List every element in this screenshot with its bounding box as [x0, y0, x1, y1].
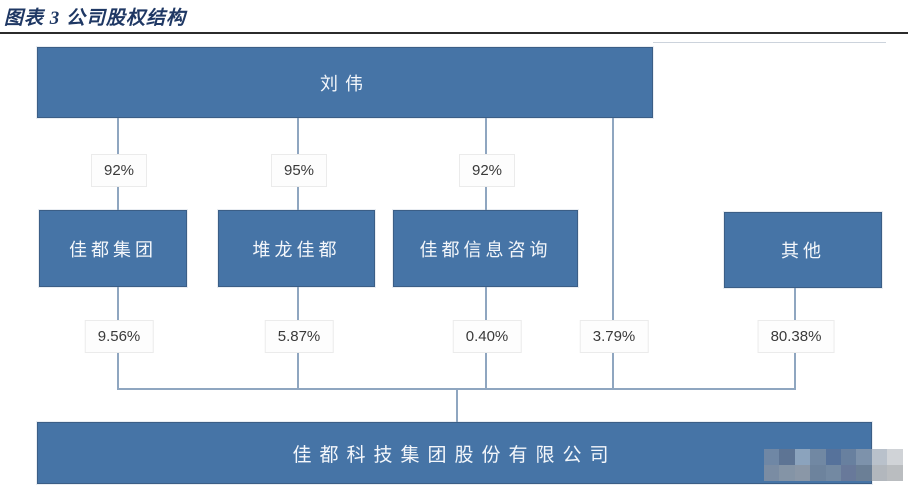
- stake-label-others-company: 80.38%: [757, 320, 835, 353]
- stake-label-top-direct-company: 3.79%: [579, 320, 649, 353]
- watermark-block: [856, 465, 872, 481]
- stake-label-info-consulting-company: 0.40%: [452, 320, 522, 353]
- watermark-block: [825, 449, 841, 465]
- caption-underline: [0, 32, 908, 34]
- node-jiadu-info-consulting-label: 佳都信息咨询: [419, 239, 552, 260]
- node-listed-company: 佳都科技集团股份有限公司: [37, 422, 872, 484]
- watermark-block: [871, 449, 888, 465]
- watermark-block: [825, 465, 841, 481]
- watermark-block: [810, 449, 826, 465]
- watermark-block: [794, 465, 811, 481]
- watermark-block: [779, 449, 795, 465]
- watermark-block: [764, 449, 780, 465]
- watermark-block: [856, 449, 872, 465]
- node-duilong-jiadu-label: 堆龙佳都: [252, 239, 341, 260]
- watermark-block: [887, 449, 903, 465]
- connector-top-direct-to-bus: [612, 118, 614, 389]
- figure-caption: 图表 3 公司股权结构: [4, 8, 187, 29]
- watermark-block: [794, 449, 811, 465]
- stake-label-top-jiadu-group: 92%: [90, 154, 148, 187]
- frame-line: [653, 42, 886, 43]
- node-others-label: 其他: [781, 241, 825, 261]
- redacted-watermark: [764, 449, 903, 481]
- watermark-block: [764, 465, 780, 481]
- watermark-block: [840, 465, 857, 481]
- watermark-block: [840, 449, 857, 465]
- node-others: 其他: [724, 212, 882, 288]
- watermark-block: [887, 465, 903, 481]
- stake-label-top-info-consulting: 92%: [458, 154, 516, 187]
- node-jiadu-group-label: 佳都集团: [69, 239, 157, 260]
- node-jiadu-group: 佳都集团: [39, 210, 187, 287]
- stake-label-jiadu-group-company: 9.56%: [84, 320, 154, 353]
- node-top-label: 刘伟: [320, 73, 370, 94]
- node-jiadu-info-consulting: 佳都信息咨询: [393, 210, 578, 287]
- connector-bus-to-company: [456, 388, 458, 422]
- node-duilong-jiadu: 堆龙佳都: [218, 210, 375, 287]
- watermark-block: [810, 465, 826, 481]
- watermark-block: [779, 465, 795, 481]
- node-listed-company-label: 佳都科技集团股份有限公司: [292, 444, 617, 466]
- node-top-shareholder: 刘伟: [37, 47, 653, 118]
- watermark-block: [871, 465, 888, 481]
- stake-label-duilong-company: 5.87%: [264, 320, 334, 353]
- stake-label-top-duilong: 95%: [270, 154, 328, 187]
